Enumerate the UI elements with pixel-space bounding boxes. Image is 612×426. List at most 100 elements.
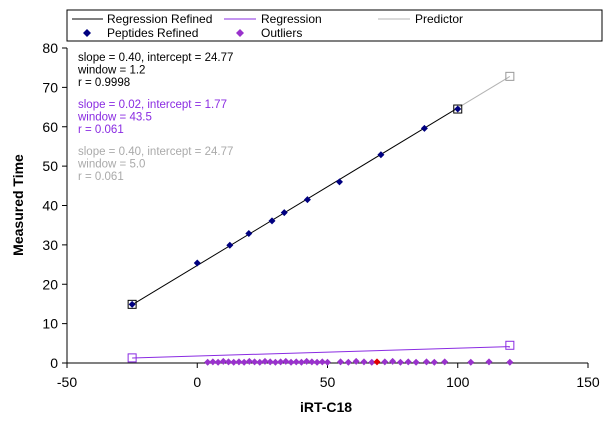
- x-tick-label: 150: [576, 374, 600, 390]
- point-outliers: [381, 358, 389, 366]
- point-outliers: [467, 358, 475, 366]
- legend: Regression Refined Regression Predictor …: [66, 9, 603, 42]
- series-line-predictor: [457, 76, 511, 109]
- legend-label: Outliers: [261, 26, 302, 40]
- point-outliers: [337, 358, 345, 366]
- point-outliers: [292, 358, 300, 366]
- x-axis-title: iRT-C18: [300, 399, 352, 415]
- legend-entry-regression-refined: Regression Refined: [72, 12, 212, 26]
- point-outliers: [266, 358, 274, 366]
- point-peptides-refined: [303, 196, 311, 204]
- legend-box: [66, 9, 603, 42]
- point-outliers: [230, 358, 238, 366]
- point-outliers: [389, 357, 397, 365]
- boxed-points: [127, 71, 515, 363]
- point-outliers: [318, 358, 326, 366]
- legend-entry-outliers: Outliers: [236, 26, 302, 40]
- legend-label: Predictor: [415, 12, 463, 26]
- x-tick-label: 0: [193, 374, 201, 390]
- point-outliers: [404, 358, 412, 366]
- x-tick-label: 50: [320, 374, 336, 390]
- point-outliers: [352, 357, 360, 365]
- point-outliers: [313, 358, 321, 366]
- legend-marker-diamond: [236, 29, 244, 37]
- point-outliers: [209, 358, 217, 366]
- regression-stat-line: slope = 0.02, intercept = 1.77: [78, 99, 227, 111]
- point-peptides-refined: [420, 124, 428, 132]
- point-outliers: [303, 357, 311, 365]
- point-outliers: [360, 358, 368, 366]
- y-tick-label: 10: [42, 316, 58, 332]
- point-outliers: [324, 358, 331, 366]
- point-outliers: [308, 358, 316, 366]
- legend-marker-diamond: [83, 29, 91, 37]
- point-peptides-refined: [335, 178, 343, 186]
- point-outliers: [287, 358, 295, 366]
- point-outliers: [412, 358, 420, 366]
- regression-lines: [131, 76, 511, 359]
- point-outliers: [245, 357, 253, 365]
- y-axis-ticks: 0 10 20 30 40 50 60 70 80: [42, 40, 67, 371]
- point-outliers: [214, 358, 222, 366]
- boxed-point: [505, 340, 515, 350]
- point-peptides-refined: [454, 105, 462, 113]
- y-tick-label: 30: [42, 237, 58, 253]
- y-tick-label: 80: [42, 40, 58, 56]
- point-peptides-refined: [226, 241, 234, 249]
- point-outliers: [240, 358, 248, 366]
- point-outliers: [297, 358, 305, 366]
- x-tick-label: 100: [446, 374, 470, 390]
- point-outliers: [396, 358, 404, 366]
- y-tick-label: 40: [42, 198, 58, 214]
- series-line-regression-refined: [131, 107, 459, 306]
- regression-stat-line: slope = 0.40, intercept = 24.77: [78, 146, 233, 158]
- point-peptides-refined: [268, 217, 276, 225]
- x-axis-ticks: -50 0 50 100 150: [57, 363, 600, 390]
- point-outliers: [430, 358, 438, 366]
- y-tick-label: 50: [42, 158, 58, 174]
- regression-stat-line: r = 0.061: [78, 124, 124, 136]
- point-outliers: [506, 358, 514, 366]
- regression-stat-line: window = 43.5: [77, 112, 152, 124]
- point-outliers: [204, 358, 212, 366]
- boxed-point: [127, 299, 137, 309]
- x-tick-label: -50: [57, 374, 77, 390]
- point-highlighted: [373, 358, 381, 366]
- point-outliers: [261, 357, 269, 365]
- y-tick-label: 20: [42, 276, 58, 292]
- point-outliers: [251, 358, 259, 366]
- point-outliers: [282, 357, 290, 365]
- point-outliers: [368, 358, 376, 366]
- point-peptides-refined: [280, 209, 288, 217]
- boxed-point: [453, 104, 463, 114]
- point-outliers: [256, 358, 264, 366]
- point-peptides-refined: [128, 300, 136, 308]
- y-axis-title: Measured Time: [10, 154, 26, 256]
- point-outliers: [344, 358, 352, 366]
- legend-entry-peptides-refined: Peptides Refined: [83, 26, 198, 40]
- point-peptides-refined: [193, 259, 201, 267]
- regression-stat-line: r = 0.061: [78, 171, 124, 183]
- point-outliers: [271, 358, 279, 366]
- point-outliers: [441, 358, 449, 366]
- point-outliers: [219, 357, 227, 365]
- point-outliers: [235, 358, 243, 366]
- point-peptides-refined: [245, 229, 253, 237]
- series-line-regression: [132, 346, 510, 359]
- legend-label: Regression Refined: [107, 12, 212, 26]
- legend-label: Regression: [261, 12, 322, 26]
- point-outliers: [225, 358, 233, 366]
- legend-label: Peptides Refined: [107, 26, 198, 40]
- regression-stat-line: window = 5.0: [77, 159, 145, 171]
- legend-entry-predictor: Predictor: [378, 12, 463, 26]
- y-axis: 0 10 20 30 40 50 60 70 80: [42, 40, 68, 371]
- boxed-point: [505, 71, 515, 81]
- legend-entry-regression: Regression: [224, 12, 322, 26]
- regression-stat-line: r = 0.9998: [78, 77, 130, 89]
- point-outliers: [485, 358, 493, 366]
- regression-stat-line: slope = 0.40, intercept = 24.77: [78, 52, 233, 64]
- point-peptides-refined: [377, 151, 385, 159]
- data-points: [128, 105, 514, 366]
